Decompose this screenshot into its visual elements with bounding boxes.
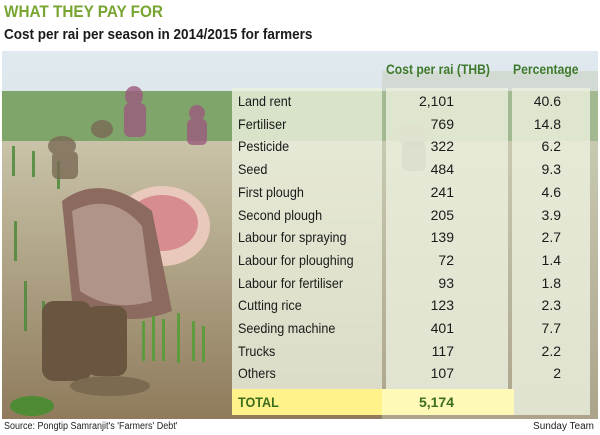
row-item: Others [238, 365, 276, 382]
row-percentage: 2.7 [541, 229, 561, 246]
row-item: Labour for ploughing [238, 251, 354, 268]
percentage-column-header: Percentage [513, 62, 579, 77]
total-label: TOTAL [238, 394, 279, 410]
row-item: Pesticide [238, 138, 290, 155]
cost-column-panel [386, 88, 508, 415]
source-note: Source: Pongtip Samranjit's 'Farmers' De… [4, 421, 178, 432]
row-cost: 93 [438, 274, 454, 291]
row-cost: 2,101 [418, 93, 454, 109]
row-cost: 139 [430, 229, 454, 246]
row-item: Land rent [238, 93, 292, 109]
percentage-column-panel [512, 88, 590, 415]
row-cost: 322 [430, 138, 454, 155]
row-cost: 72 [438, 251, 454, 268]
row-item: Trucks [238, 342, 276, 359]
row-percentage: 3.9 [541, 206, 561, 223]
row-item: Labour for spraying [238, 229, 347, 246]
row-cost: 769 [430, 115, 454, 132]
row-percentage: 6.2 [541, 138, 561, 155]
row-item: Fertiliser [238, 115, 287, 132]
subheadline: Cost per rai per season in 2014/2015 for… [4, 26, 313, 43]
row-cost: 107 [430, 365, 454, 382]
row-percentage: 40.6 [533, 93, 561, 109]
row-cost: 205 [430, 206, 454, 223]
row-percentage: 4.6 [541, 183, 561, 200]
row-percentage: 1.8 [541, 274, 561, 291]
row-percentage: 9.3 [541, 161, 561, 178]
headline: WHAT THEY PAY FOR [4, 2, 163, 21]
row-cost: 241 [430, 183, 454, 200]
row-cost: 123 [430, 297, 454, 314]
row-item: Cutting rice [238, 297, 302, 314]
row-item: Second plough [238, 206, 323, 223]
row-item: Labour for fertiliser [238, 274, 344, 291]
row-cost: 484 [430, 161, 454, 178]
row-item: Seed [238, 161, 268, 178]
row-percentage: 1.4 [541, 251, 561, 268]
row-percentage: 2.2 [541, 342, 561, 359]
total-cost: 5,174 [418, 394, 454, 410]
row-percentage: 14.8 [533, 115, 561, 132]
row-percentage: 2 [553, 365, 561, 382]
row-cost: 401 [430, 320, 454, 336]
cost-column-header: Cost per rai (THB) [386, 62, 490, 77]
row-cost: 117 [431, 342, 454, 359]
row-percentage: 2.3 [541, 297, 561, 314]
row-item: First plough [238, 183, 304, 200]
item-column-panel [232, 88, 382, 415]
credit-note: Sunday Team [533, 421, 594, 432]
row-item: Seeding machine [238, 320, 336, 336]
row-percentage: 7.7 [541, 320, 561, 336]
total-label-highlight [232, 389, 382, 415]
